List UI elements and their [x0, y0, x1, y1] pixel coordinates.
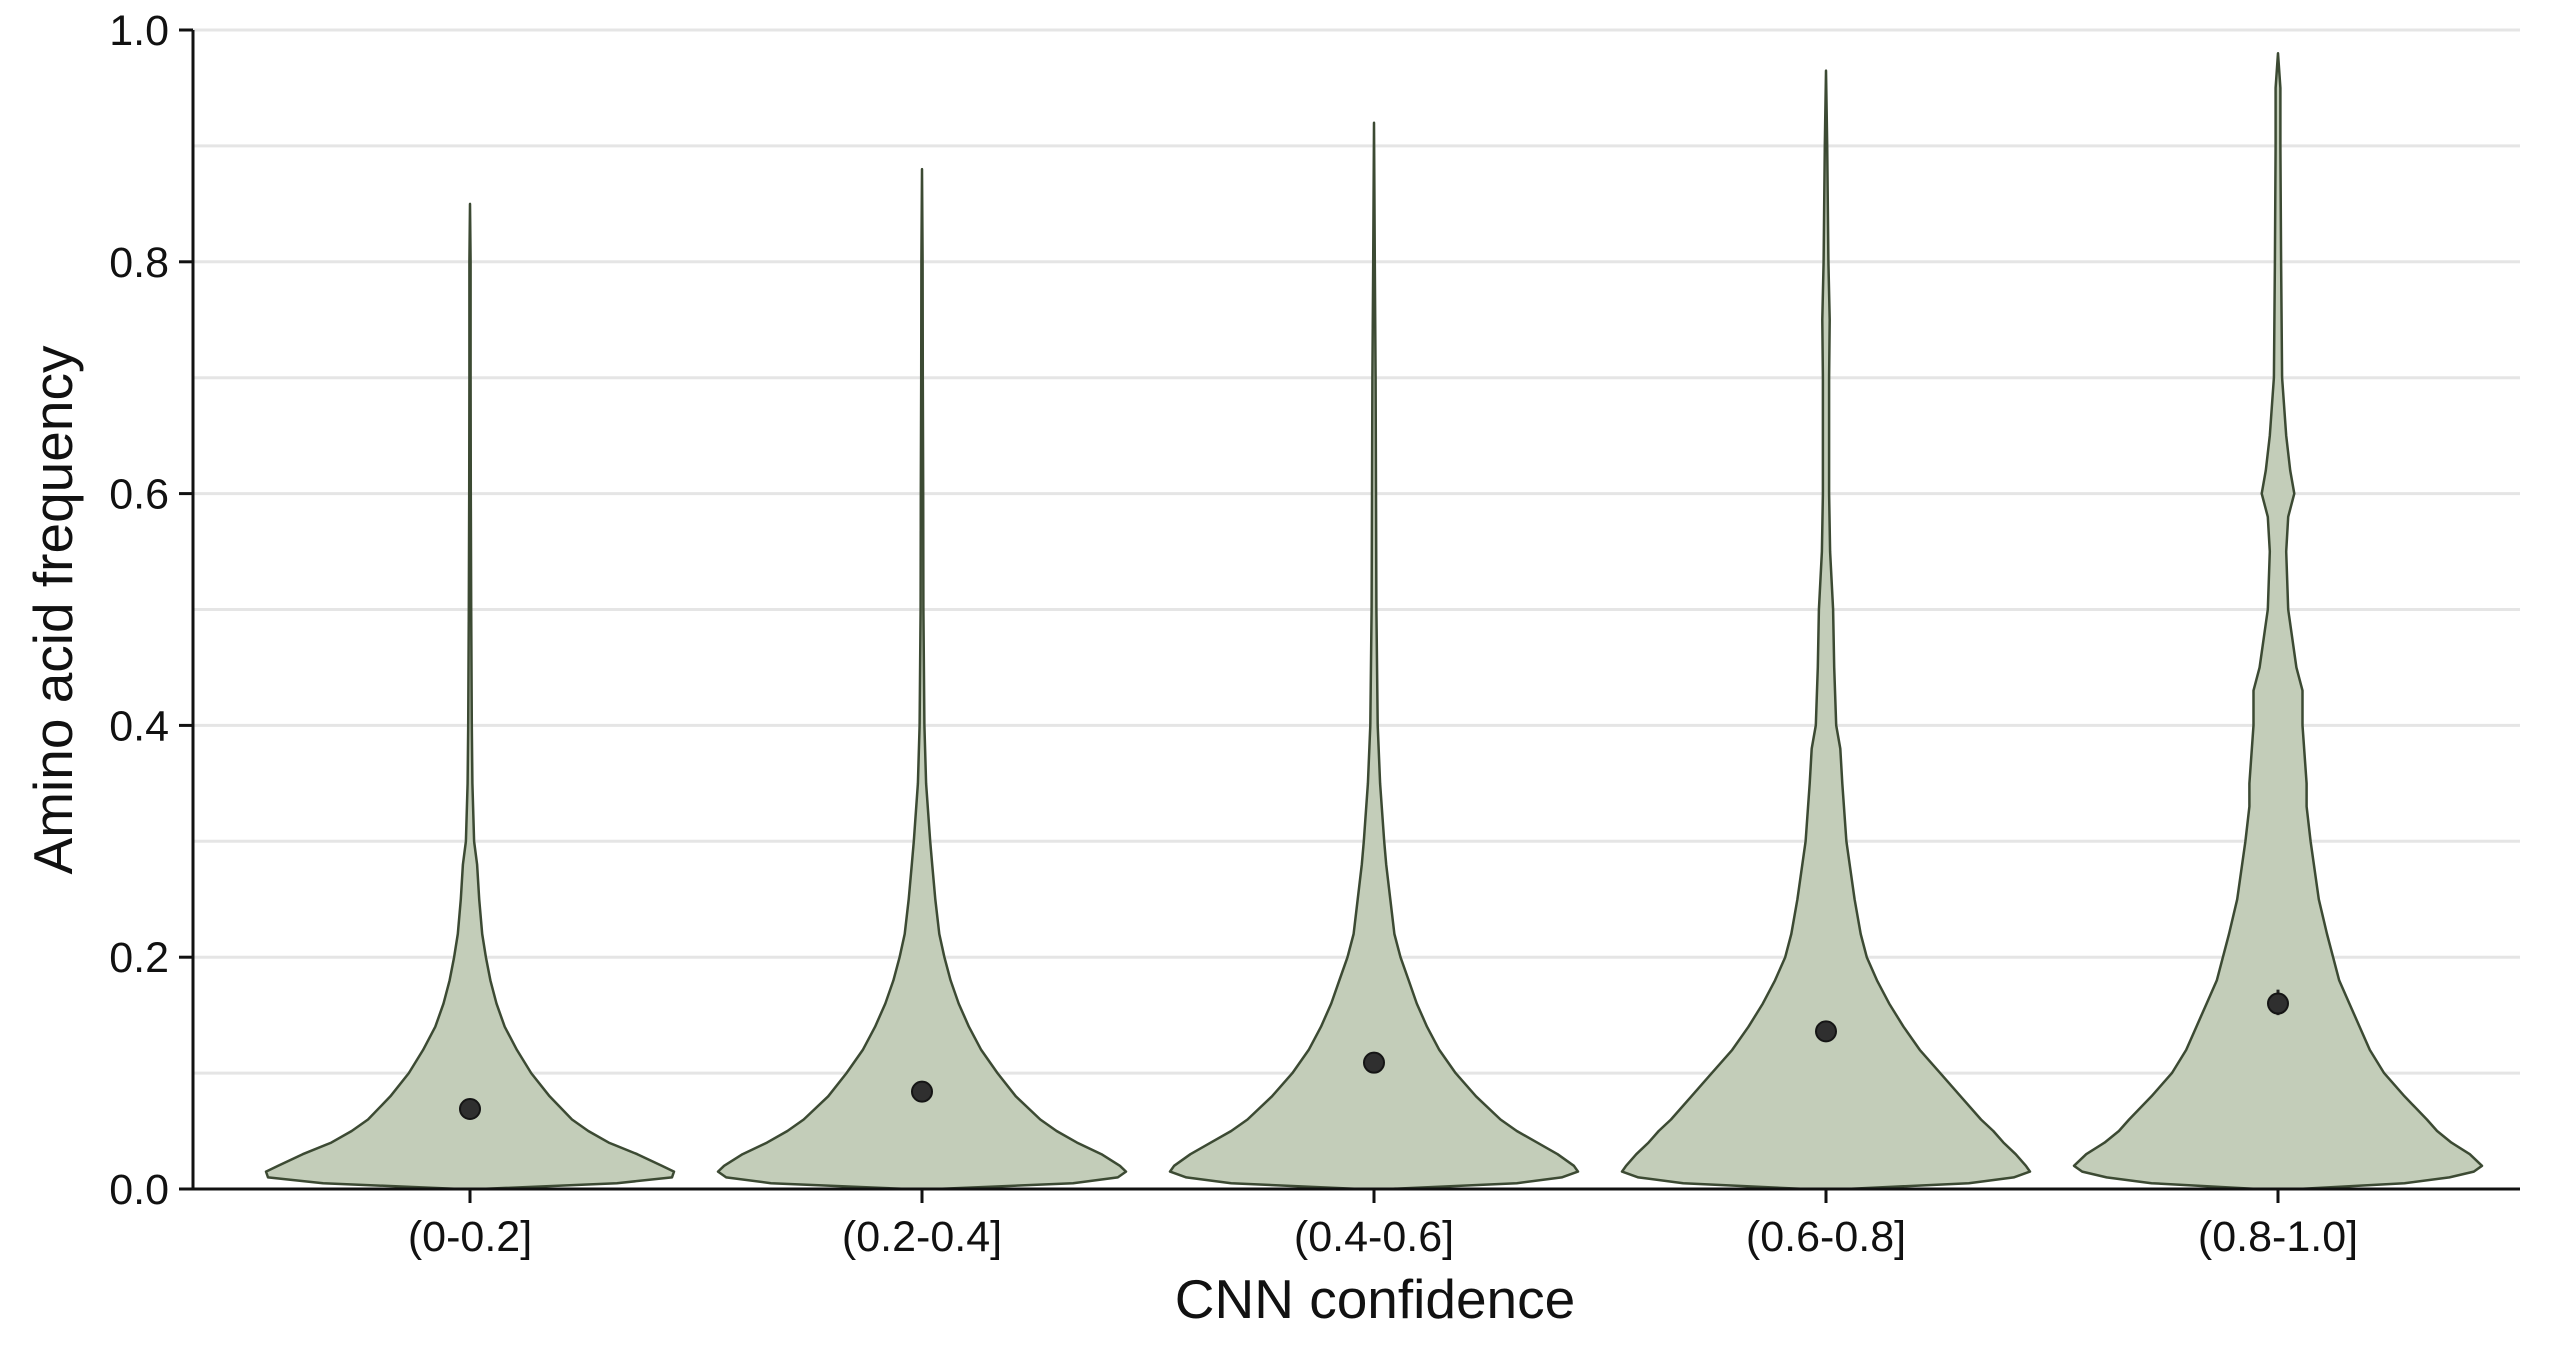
y-tick-label: 0.0 — [109, 1166, 169, 1214]
y-tick-label: 0.6 — [109, 471, 169, 519]
violin-2 — [716, 167, 1128, 1191]
x-tick-label: (0.4-0.6] — [1294, 1213, 1454, 1261]
mean-marker — [1363, 1051, 1385, 1074]
x-tick-label: (0.8-1.0] — [2198, 1213, 2358, 1261]
mean-marker — [1815, 1020, 1837, 1043]
violins — [264, 51, 2484, 1191]
violin-3 — [1168, 121, 1580, 1191]
mean-marker — [459, 1098, 481, 1121]
y-axis-title: Amino acid frequency — [22, 345, 84, 874]
x-tick-label: (0-0.2] — [408, 1213, 532, 1261]
y-tick-label: 1.0 — [109, 7, 169, 55]
mean-marker — [2267, 992, 2289, 1015]
mean-marker — [911, 1080, 933, 1103]
x-ticks: (0-0.2] (0.2-0.4] (0.4-0.6] (0.6-0.8] (0.8-1… — [408, 1189, 2358, 1261]
y-tick-label: 0.2 — [109, 934, 169, 982]
violin-4 — [1620, 69, 2032, 1191]
y-ticks: 0.0 0.2 0.4 0.6 0.8 1.0 — [109, 7, 193, 1214]
y-tick-label: 0.4 — [109, 702, 169, 750]
y-tick-label: 0.8 — [109, 239, 169, 287]
x-tick-label: (0.2-0.4] — [842, 1213, 1002, 1261]
axes — [191, 30, 2520, 1191]
violin-1 — [264, 202, 676, 1191]
x-axis-title: CNN confidence — [1175, 1268, 1575, 1330]
x-tick-label: (0.6-0.8] — [1746, 1213, 1906, 1261]
gridlines — [193, 28, 2520, 1075]
violin-5 — [2072, 51, 2484, 1191]
